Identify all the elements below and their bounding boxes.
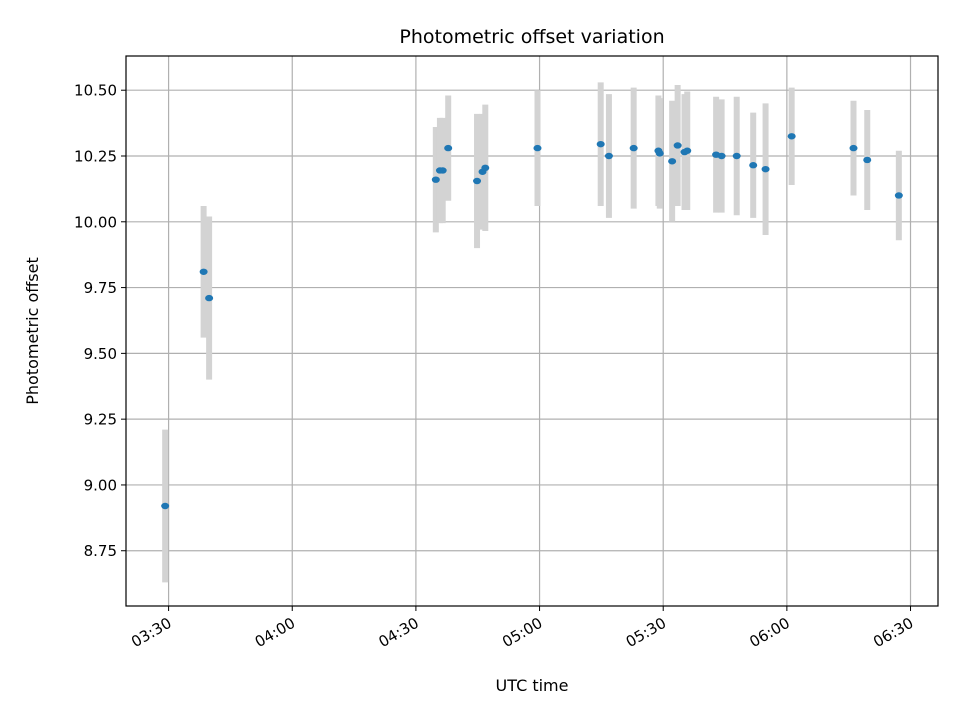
plot-frame	[125, 55, 939, 607]
chart-title: Photometric offset variation	[399, 26, 664, 48]
data-point	[894, 192, 903, 199]
data-point	[604, 152, 613, 160]
data-point	[444, 144, 453, 152]
y-tick-label: 10.25	[74, 148, 117, 166]
y-axis-label: Photometric offset	[23, 257, 42, 405]
data-point	[732, 152, 741, 160]
data-point	[673, 142, 682, 149]
data-points	[161, 133, 903, 510]
y-tick-label: 10.00	[74, 213, 117, 231]
data-point	[431, 176, 440, 183]
data-point	[749, 162, 758, 169]
data-point	[668, 158, 677, 165]
data-point	[473, 177, 482, 185]
data-point	[161, 502, 170, 510]
data-point	[533, 144, 542, 152]
data-point	[481, 164, 490, 172]
data-point	[683, 147, 692, 154]
data-point	[761, 165, 770, 173]
data-point	[849, 144, 858, 152]
data-point	[438, 167, 447, 174]
data-point	[205, 294, 214, 302]
y-tick-label: 9.25	[84, 411, 117, 429]
data-point	[787, 133, 796, 140]
data-point	[717, 152, 726, 160]
y-tick-label: 10.50	[74, 82, 117, 100]
y-tick-label: 9.75	[84, 279, 117, 297]
data-point	[596, 140, 605, 148]
y-tick-label: 8.75	[84, 542, 117, 560]
y-tick-label: 9.50	[84, 345, 117, 363]
data-point	[655, 150, 664, 157]
y-axis-ticks: 8.75 9.00 9.25 9.50 9.75 10.00 10.25 10.50	[74, 82, 126, 560]
x-axis-label: UTC time	[496, 676, 569, 695]
grid-lines	[126, 56, 938, 606]
data-point	[863, 156, 872, 164]
data-point	[629, 144, 638, 152]
y-tick-label: 9.00	[84, 476, 117, 494]
data-point	[199, 268, 208, 275]
